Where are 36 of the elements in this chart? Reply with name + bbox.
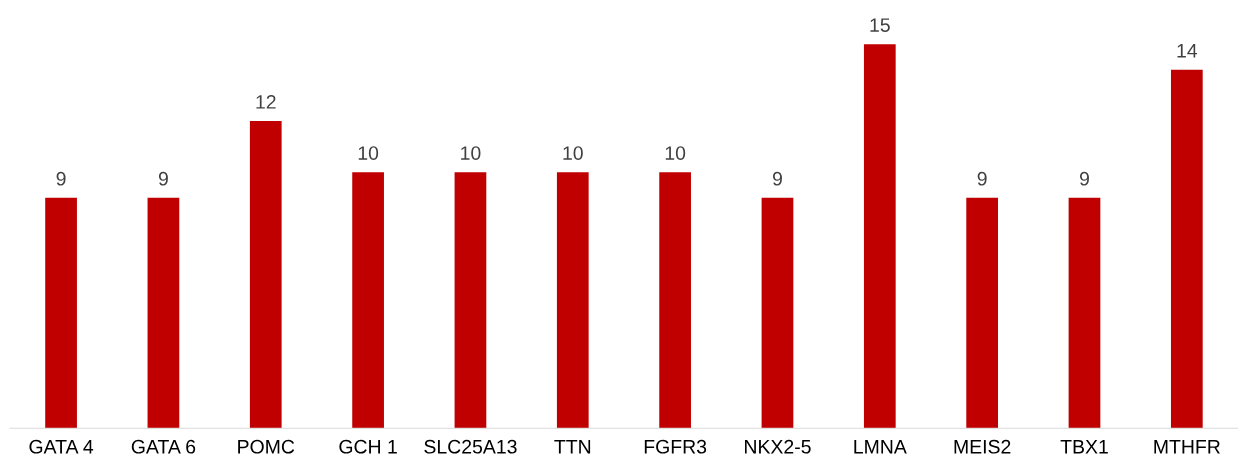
data-label: 14	[1177, 44, 1198, 58]
x-tick-label: SLC25A13	[424, 439, 517, 454]
bar	[454, 172, 487, 429]
x-tick-label: GCH 1	[339, 439, 397, 454]
data-label: 12	[256, 95, 276, 109]
bar	[45, 197, 77, 429]
x-tick-label: TBX1	[1060, 440, 1108, 454]
x-tick-label: MEIS2	[954, 439, 1011, 454]
x-tick-label: TTN	[554, 440, 591, 454]
bar	[249, 120, 282, 429]
x-tick-label: GATA 4	[29, 439, 94, 454]
bar	[556, 172, 589, 429]
bar	[1068, 197, 1101, 429]
data-label: 9	[56, 171, 66, 186]
data-label: 15	[870, 18, 890, 32]
x-tick-label: POMC	[238, 439, 295, 454]
data-label: 10	[563, 146, 583, 161]
data-label: 9	[158, 171, 168, 186]
x-tick-label: LMNA	[854, 440, 907, 454]
x-tick-label: MTHFR	[1154, 440, 1220, 454]
x-tick-label: FGFR3	[644, 439, 707, 454]
bar	[863, 44, 896, 429]
x-tick-label: NKX2-5	[745, 439, 811, 454]
bar	[761, 197, 794, 429]
data-label: 10	[461, 146, 481, 161]
bar	[1170, 69, 1203, 429]
data-label: 10	[665, 146, 686, 161]
data-label: 9	[772, 171, 782, 186]
bar	[147, 197, 180, 429]
data-label: 9	[977, 171, 987, 186]
x-tick-label: GATA 6	[131, 439, 196, 454]
data-label: 9	[1079, 171, 1089, 186]
data-label: 10	[358, 146, 379, 161]
bar	[352, 172, 384, 429]
bar	[966, 197, 999, 429]
bar	[659, 172, 691, 429]
